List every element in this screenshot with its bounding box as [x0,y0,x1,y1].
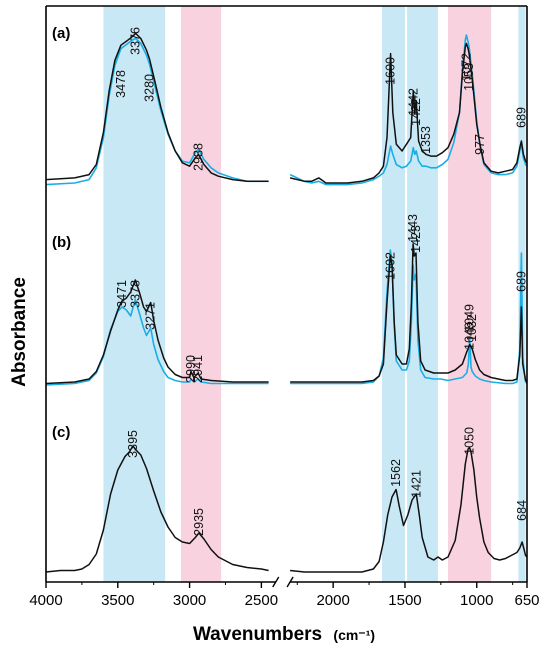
x-axis-title: Wavenumbers (cm⁻¹) [193,624,375,645]
spectrum-a-light-1 [289,34,528,186]
spectrum-b-light-1 [290,249,528,385]
peak-label-a-1053: 1053 [462,63,476,91]
x-axis-ticks: 4000 3500 3000 2500 2000 1500 1000 650 [29,582,540,609]
panel-label-c: (c) [52,424,70,441]
peak-label-b-1443: 1443 [406,214,420,242]
peak-label-b-1032: 1032 [465,314,479,342]
peak-label-b-1049: 1049 [463,304,477,332]
peak-label-b-3271: 3271 [144,302,158,330]
spectrum-b-dark-1 [290,243,528,383]
peak-label-b-3471: 3471 [115,280,129,308]
peak-label-b-2941: 2941 [191,355,205,383]
x-axis-title-unit: (cm⁻¹) [333,627,375,643]
x-tick-label-650: 650 [514,592,539,609]
x-tick-label-2500: 2500 [245,592,278,609]
peak-label-b-689: 689 [514,271,528,292]
peak-label-c-1421: 1421 [409,470,423,498]
axis-break-mark-right [286,576,294,588]
panel-labels: (a) (b) (c) [52,25,71,441]
plot-frame [45,5,528,588]
peak-label-a-689: 689 [514,107,528,128]
x-tick-label-4000: 4000 [29,592,62,609]
peak-label-a-3376: 3376 [129,27,143,55]
peak-label-c-684: 684 [515,500,529,521]
peak-label-b-1602: 1602 [383,252,397,280]
peak-label-a-3280: 3280 [142,74,156,102]
highlight-band-1 [180,6,222,582]
peak-label-c-1050: 1050 [463,427,477,455]
peak-label-a-2938: 2938 [192,143,206,171]
peak-label-a-1442: 1442 [406,88,420,116]
spectrum-a-dark-0 [45,32,269,183]
x-tick-label-3500: 3500 [101,592,134,609]
highlight-band-4 [448,6,492,582]
peak-label-a-1422: 1422 [409,98,423,126]
panel-label-b: (b) [52,234,71,251]
x-tick-label-3000: 3000 [173,592,206,609]
axis-break-mark-left [272,576,280,588]
spectra [45,32,528,573]
peak-label-a-3478: 3478 [114,70,128,98]
x-tick-label-1000: 1000 [460,592,493,609]
spectrum-c-dark-0 [45,445,269,573]
peak-label-a-1072: 1072 [459,53,473,81]
y-axis-title: Absorbance [9,277,30,387]
spectrum-c-dark-1 [290,446,528,573]
peak-label-a-1600: 1600 [384,57,398,85]
x-axis-title-main: Wavenumbers [193,624,322,645]
spectrum-a-dark-1 [289,42,528,184]
peak-label-c-2935: 2935 [192,508,206,536]
peak-label-b-2990: 2990 [184,355,198,383]
peak-label-a-977: 977 [473,134,487,155]
peak-label-b-1423: 1423 [409,225,423,253]
peak-label-c-1562: 1562 [389,459,403,487]
panel-label-a: (a) [52,25,70,42]
peak-label-b-3378: 3378 [128,280,142,308]
x-tick-label-2000: 2000 [316,592,349,609]
peak-label-c-3395: 3395 [126,430,140,458]
spectrum-b-dark-0 [45,279,269,385]
x-tick-label-1500: 1500 [388,592,421,609]
peak-label-b-1049: 1049 [463,322,477,350]
peak-label-a-1353: 1353 [419,126,433,154]
